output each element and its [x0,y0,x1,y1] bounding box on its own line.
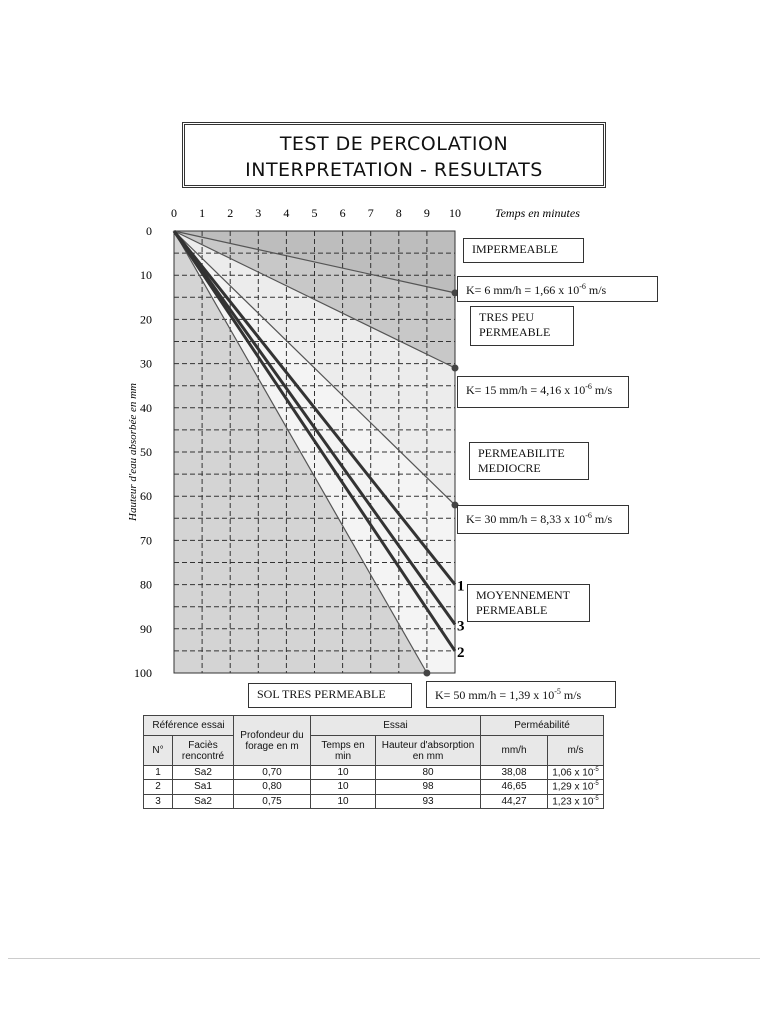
cell-facies: Sa2 [172,793,234,809]
title-line-2: INTERPRETATION - RESULTATS [245,159,543,181]
table-row: 3 Sa2 0,75 10 93 44,27 1,23 x 10-5 [143,793,604,809]
cell-hauteur: 80 [375,764,481,781]
header-temps: Temps en min [310,735,376,766]
y-tick-label: 60 [140,489,152,503]
zone-fill-impermeable [174,231,455,293]
cell-temps: 10 [310,779,376,795]
cell-prof: 0,75 [233,793,311,809]
y-tick-label: 100 [134,666,152,680]
header-numero: N° [143,735,173,766]
y-tick-label: 40 [140,401,152,415]
y-tick-label: 20 [140,312,152,326]
threshold-line [173,230,456,369]
header-mmh: mm/h [480,735,548,766]
cell-temps: 10 [310,793,376,809]
x-tick-label: 0 [171,206,177,220]
series-label: 2 [457,645,465,661]
y-axis-title: Hauteur d'eau absorbée en mm [127,383,139,522]
header-essai: Essai [310,715,481,736]
threshold-dot [423,669,431,677]
title-line-1: TEST DE PERCOLATION [279,133,509,155]
zone-label-tres-peu-permeable: TRES PEU PERMEABLE [470,306,574,346]
series-label: 3 [457,618,465,634]
header-hauteur: Hauteur d'absorption en mm [375,735,481,766]
x-tick-label: 10 [449,206,461,220]
cell-prof: 0,70 [233,764,311,781]
x-axis-title: Temps en minutes [495,206,580,220]
cell-no: 3 [143,793,173,809]
cell-prof: 0,80 [233,779,311,795]
x-tick-label: 8 [396,206,402,220]
zone-label-moyennement-permeable: MOYENNEMENT PERMEABLE [467,584,590,622]
cell-no: 2 [143,779,173,795]
header-ms: m/s [547,735,604,766]
cell-hauteur: 98 [375,779,481,795]
cell-mmh: 44,27 [480,793,548,809]
threshold-dot [451,501,459,509]
x-tick-label: 7 [368,206,374,220]
cell-hauteur: 93 [375,793,481,809]
x-tick-label: 1 [199,206,205,220]
x-tick-label: 5 [312,206,318,220]
zone-label-sol-tres-permeable: SOL TRES PERMEABLE [248,683,412,708]
page-divider [8,958,760,959]
x-tick-label: 9 [424,206,430,220]
cell-no: 1 [143,764,173,781]
zone-label-permeabilite-mediocre: PERMEABILITE MEDIOCRE [469,442,589,480]
zone-label-impermeable: IMPERMEABLE [463,238,584,263]
plot-border [173,230,456,674]
threshold-line [173,230,428,674]
y-tick-label: 30 [140,357,152,371]
cell-mmh: 46,65 [480,779,548,795]
y-tick-label: 50 [140,445,152,459]
k-label-30: K= 30 mm/h = 8,33 x 10-6 m/s [457,505,629,534]
threshold-dot [451,364,459,372]
title-box: TEST DE PERCOLATION INTERPRETATION - RES… [182,122,606,188]
y-tick-label: 80 [140,578,152,592]
header-facies: Faciès rencontré [172,735,234,766]
series-line [172,230,457,652]
x-tick-label: 3 [255,206,261,220]
series-label: 1 [457,579,465,595]
cell-facies: Sa1 [172,779,234,795]
y-tick-label: 70 [140,533,152,547]
header-reference-essai: Référence essai [143,715,234,736]
x-tick-label: 2 [227,206,233,220]
threshold-line [173,230,456,506]
cell-ms: 1,23 x 10-5 [547,793,604,809]
header-profondeur: Profondeur du forage en m [233,715,311,766]
series-line [172,230,457,626]
threshold-dot [451,289,459,297]
y-tick-label: 0 [146,224,152,238]
table-row: 1 Sa2 0,70 10 80 38,08 1,06 x 10-5 [143,764,604,781]
x-tick-label: 4 [283,206,289,220]
table-row: 2 Sa1 0,80 10 98 46,65 1,29 x 10-5 [143,779,604,795]
header-permeabilite: Perméabilité [480,715,604,736]
cell-ms: 1,06 x 10-5 [547,764,604,781]
k-label-6: K= 6 mm/h = 1,66 x 10-6 m/s [457,276,658,302]
threshold-line [173,230,456,294]
k-label-15: K= 15 mm/h = 4,16 x 10-6 m/s [457,376,629,408]
y-tick-label: 90 [140,622,152,636]
cell-temps: 10 [310,764,376,781]
cell-facies: Sa2 [172,764,234,781]
k-label-50: K= 50 mm/h = 1,39 x 10-5 m/s [426,681,616,708]
y-tick-label: 10 [140,268,152,282]
series-line [172,230,457,586]
results-table: Référence essai Profondeur du forage en … [143,715,604,809]
cell-ms: 1,29 x 10-5 [547,779,604,795]
x-tick-label: 6 [340,206,346,220]
cell-mmh: 38,08 [480,764,548,781]
